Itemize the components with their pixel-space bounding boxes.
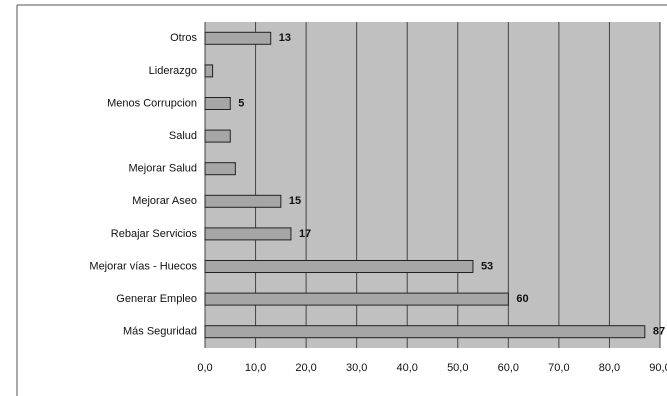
data-label: 15 bbox=[289, 195, 301, 207]
y-tick-label: Mejorar Aseo bbox=[132, 195, 197, 207]
x-tick-label: 90,0 bbox=[649, 362, 667, 374]
y-tick-label: Salud bbox=[169, 130, 197, 142]
bar bbox=[204, 129, 231, 143]
bar bbox=[204, 194, 282, 208]
data-label: 53 bbox=[481, 260, 493, 272]
x-tick-label: 10,0 bbox=[245, 362, 266, 374]
y-tick-label: Otros bbox=[170, 32, 197, 44]
x-tick-label: 30,0 bbox=[346, 362, 367, 374]
x-tick-label: 70,0 bbox=[548, 362, 569, 374]
x-tick-label: 0,0 bbox=[197, 362, 212, 374]
y-tick-label: Menos Corrupcion bbox=[107, 97, 197, 109]
data-label: 60 bbox=[516, 293, 528, 305]
y-tick-label: Generar Empleo bbox=[116, 293, 197, 305]
bar bbox=[204, 97, 231, 110]
y-tick-label: Mejorar vías - Huecos bbox=[89, 260, 197, 272]
bar bbox=[204, 64, 214, 78]
y-tick-label: Rebajar Servicios bbox=[111, 228, 198, 240]
bar bbox=[204, 325, 646, 339]
bar bbox=[204, 260, 474, 273]
x-tick-label: 40,0 bbox=[397, 362, 418, 374]
y-tick-label: Más Seguridad bbox=[123, 326, 197, 338]
data-label: 17 bbox=[299, 228, 311, 240]
x-tick-label: 20,0 bbox=[295, 362, 316, 374]
bar bbox=[204, 292, 509, 306]
data-label: 13 bbox=[279, 32, 291, 44]
x-tick-label: 80,0 bbox=[599, 362, 620, 374]
bar bbox=[204, 31, 272, 45]
data-label: 5 bbox=[238, 97, 244, 109]
bar bbox=[204, 162, 236, 176]
y-tick-label: Liderazgo bbox=[149, 65, 197, 77]
data-label: 87 bbox=[653, 326, 665, 338]
bar bbox=[204, 227, 292, 241]
x-tick-label: 60,0 bbox=[498, 362, 519, 374]
y-tick-label: Mejorar Salud bbox=[129, 163, 197, 175]
x-tick-label: 50,0 bbox=[447, 362, 468, 374]
